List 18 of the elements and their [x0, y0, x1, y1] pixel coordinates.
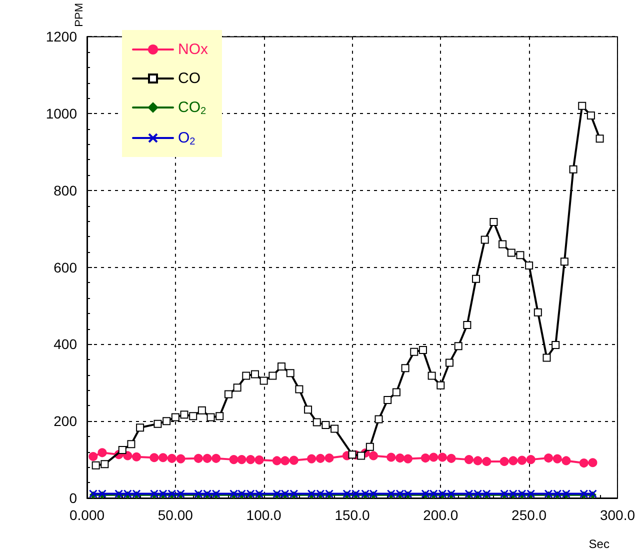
- x-axis-title: Sec: [588, 537, 610, 551]
- y-tick-label: 1000: [46, 106, 78, 122]
- legend-label: NOx: [178, 41, 208, 58]
- y-tick-label: 0: [69, 490, 78, 506]
- x-tick-label: 100.0: [246, 507, 282, 523]
- y-axis-title: PPM: [74, 3, 86, 27]
- y-tick-label: 800: [54, 182, 78, 198]
- x-tick-label: 0.000: [69, 507, 105, 523]
- y-tick-label: 400: [54, 336, 78, 352]
- x-tick-label: 250.0: [512, 507, 547, 523]
- legend-label: CO: [178, 70, 200, 87]
- y-tick-label: 1200: [46, 28, 78, 45]
- x-tick-label: 50.00: [158, 507, 194, 523]
- x-tick-label: 300.0: [600, 507, 636, 523]
- y-tick-label: 200: [54, 413, 78, 430]
- x-tick-label: 150.0: [334, 507, 370, 523]
- y-tick-label: 600: [54, 259, 78, 276]
- x-tick-label: 200.0: [423, 507, 458, 523]
